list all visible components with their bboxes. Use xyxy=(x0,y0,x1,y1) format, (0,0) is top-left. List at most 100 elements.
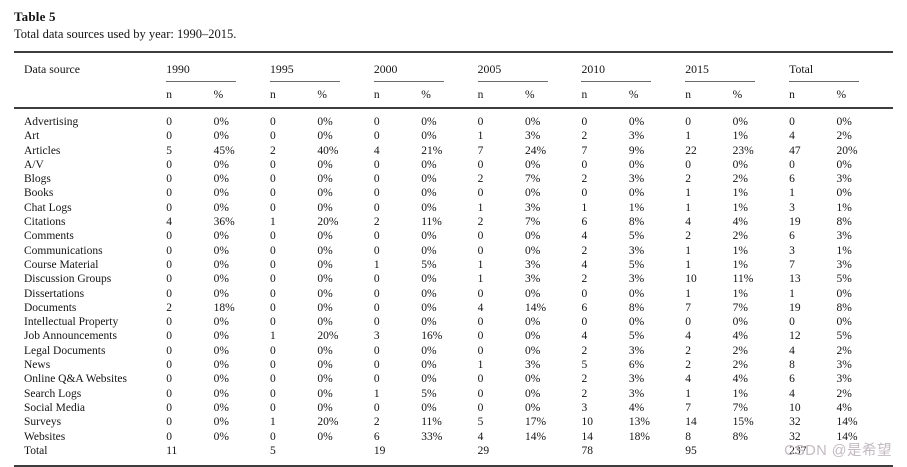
cell-pct: 1% xyxy=(836,201,852,214)
subheader-pct: % xyxy=(628,82,686,109)
cell-n: 0 xyxy=(270,359,276,372)
cell-pct: 0% xyxy=(525,344,541,357)
cell-n: 6 xyxy=(581,216,588,229)
table-row: Documents 2 18% 0 0% 0 0% 4 14% 6 8% 7 7% 19 8% xyxy=(14,301,893,315)
cell-pct: 0% xyxy=(525,116,541,128)
cell-n: 0 xyxy=(477,158,484,171)
cell-pct: 23% xyxy=(732,144,754,157)
subheader-spacer xyxy=(14,82,167,109)
cell-pct: 3% xyxy=(525,258,541,271)
row-label: Blogs xyxy=(24,173,51,186)
cell-pct: 18% xyxy=(628,430,650,443)
cell-pct: 0% xyxy=(213,401,229,414)
cell-pct: 0% xyxy=(213,116,229,128)
cell-n: 12 xyxy=(789,330,801,343)
cell-pct: 2% xyxy=(732,173,748,186)
cell-pct: 0% xyxy=(421,316,437,329)
cell-n: 0 xyxy=(373,273,380,286)
cell-n: 0 xyxy=(166,258,172,271)
cell-pct: 0% xyxy=(317,344,333,357)
cell-n: 0 xyxy=(373,230,380,243)
cell-pct: 8% xyxy=(836,301,852,314)
cell-n: 7 xyxy=(685,301,692,314)
cell-pct: 3% xyxy=(525,359,541,372)
cell-pct: 0% xyxy=(213,373,229,386)
cell-pct: 3% xyxy=(628,244,645,257)
cell-pct: 4% xyxy=(732,216,748,229)
row-label: Books xyxy=(24,187,54,200)
cell-pct: 33% xyxy=(421,430,443,443)
cell-n: 0 xyxy=(270,273,276,286)
cell-n: 11 xyxy=(166,444,178,457)
cell-n: 0 xyxy=(270,373,276,386)
cell-n: 2 xyxy=(685,344,692,357)
subheader-n: n xyxy=(789,82,837,109)
cell-n: 0 xyxy=(477,230,484,243)
cell-pct: 0% xyxy=(317,387,333,400)
cell-pct: 0% xyxy=(317,373,333,386)
cell-pct: 14% xyxy=(525,301,547,314)
cell-n: 0 xyxy=(166,187,172,200)
cell-pct: 0% xyxy=(317,301,333,314)
cell-pct: 8% xyxy=(732,430,748,443)
cell-n: 7 xyxy=(581,144,588,157)
cell-pct: 0% xyxy=(421,287,437,300)
subheader-pct: % xyxy=(525,82,582,109)
cell-n: 0 xyxy=(373,173,380,186)
year-group-header-total: Total xyxy=(789,52,893,82)
cell-n: 0 xyxy=(373,373,380,386)
table-row: Books 0 0% 0 0% 0 0% 0 0% 0 0% 1 1% 1 0% xyxy=(14,186,893,200)
cell-n: 0 xyxy=(166,173,172,186)
cell-pct: 15% xyxy=(732,416,754,429)
year-group-label: 1990 xyxy=(166,62,237,82)
cell-n: 22 xyxy=(685,144,697,157)
subheader-pct: % xyxy=(213,82,271,109)
year-group-header-2000: 2000 xyxy=(373,52,478,82)
year-group-label: Total xyxy=(789,62,860,82)
row-label: Legal Documents xyxy=(24,344,106,357)
cell-pct: 14% xyxy=(525,430,547,443)
data-source-header: Data source xyxy=(24,62,81,76)
cell-n: 0 xyxy=(270,258,276,271)
table-row: Blogs 0 0% 0 0% 0 0% 2 7% 2 3% 2 2% 6 3% xyxy=(14,172,893,186)
cell-n: 0 xyxy=(789,158,795,171)
cell-n: 4 xyxy=(789,344,795,357)
cell-pct: 0% xyxy=(317,230,333,243)
cell-pct: 20% xyxy=(317,416,339,429)
cell-pct: 0% xyxy=(317,244,333,257)
table-row: Advertising 0 0% 0 0% 0 0% 0 0% 0 0% 0 0% 0 0% xyxy=(14,108,893,129)
cell-pct: 45% xyxy=(213,144,235,157)
cell-pct: 0% xyxy=(317,187,333,200)
cell-n: 0 xyxy=(166,201,172,214)
cell-n: 0 xyxy=(166,344,172,357)
cell-n: 0 xyxy=(270,301,276,314)
subheader-pct: % xyxy=(421,82,478,109)
cell-pct: 5% xyxy=(421,387,437,400)
cell-pct: 13% xyxy=(628,416,650,429)
cell-pct: 0% xyxy=(317,401,333,414)
cell-pct: 0% xyxy=(213,273,229,286)
cell-pct: 4% xyxy=(732,330,748,343)
cell-pct: 36% xyxy=(213,216,235,229)
subheader-pct: % xyxy=(317,82,374,109)
subheader-n: n xyxy=(477,82,526,109)
cell-n: 0 xyxy=(166,359,172,372)
cell-pct: 1% xyxy=(732,244,748,257)
table-title: Table 5 xyxy=(14,9,56,24)
cell-n: 237 xyxy=(789,444,807,457)
cell-n: 0 xyxy=(270,230,276,243)
cell-pct: 3% xyxy=(836,173,852,186)
cell-n: 2 xyxy=(685,359,692,372)
cell-pct: 2% xyxy=(836,387,852,400)
row-label: Comments xyxy=(24,230,74,243)
row-label: Search Logs xyxy=(24,387,82,400)
cell-pct: 0% xyxy=(317,201,333,214)
cell-pct: 24% xyxy=(525,144,547,157)
cell-pct: 3% xyxy=(628,273,645,286)
cell-n: 0 xyxy=(685,116,692,128)
cell-pct: 0% xyxy=(213,187,229,200)
cell-n: 6 xyxy=(789,230,795,243)
cell-pct: 3% xyxy=(628,130,645,143)
cell-pct: 0% xyxy=(317,316,333,329)
